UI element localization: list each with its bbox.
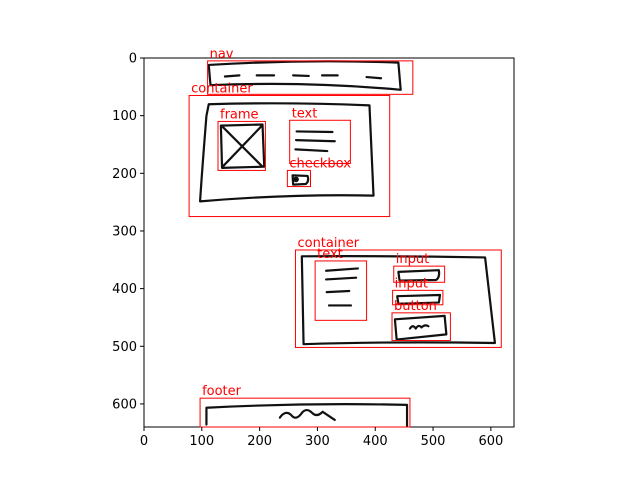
x-tick-label: 100 — [189, 434, 214, 449]
y-tick-label: 500 — [112, 340, 137, 355]
button-annotation-label: button — [394, 299, 437, 314]
text-sketch-lines — [294, 130, 336, 153]
frame-annotation-box — [217, 120, 266, 171]
footer-annotation-box — [199, 397, 411, 428]
container-annotation-label: container — [191, 81, 253, 96]
input-annotation-box — [392, 289, 444, 306]
x-tick-label: 500 — [421, 434, 446, 449]
y-tick-label: 0 — [129, 52, 137, 67]
footer-sketch — [205, 403, 409, 427]
y-tick-label: 400 — [112, 282, 137, 297]
input-annotation-label: input — [396, 252, 429, 267]
y-tick-label: 600 — [112, 397, 137, 412]
container-annotation-box — [188, 94, 391, 218]
wireframe-sketch — [198, 60, 497, 427]
input2-sketch — [396, 293, 442, 305]
text-annotation-label: text — [317, 247, 343, 262]
checkbox-sketch — [291, 174, 310, 186]
container2-sketch — [300, 255, 497, 346]
checkbox-dot — [293, 176, 299, 183]
frame-sketch — [219, 123, 266, 169]
x-tick-label: 400 — [363, 434, 388, 449]
x-tick-label: 0 — [140, 434, 148, 449]
checkbox-annotation-box — [286, 169, 311, 188]
footer-scribble — [278, 408, 336, 422]
container-annotation-label: container — [297, 236, 359, 251]
container-annotation-box — [294, 249, 502, 348]
checkbox-annotation-label: checkbox — [289, 156, 351, 171]
text-annotation-box — [314, 260, 368, 321]
input-annotation-label: input — [395, 276, 428, 291]
nav-annotation-box — [207, 60, 414, 95]
button-annotation-box — [391, 312, 451, 342]
y-tick-label: 300 — [112, 224, 137, 239]
input1-sketch — [397, 269, 441, 282]
text2-sketch-lines — [325, 267, 360, 307]
x-tick-label: 200 — [247, 434, 272, 449]
footer-annotation-label: footer — [202, 384, 242, 399]
y-tick-label: 200 — [112, 167, 137, 182]
nav-annotation-label: nav — [210, 47, 234, 62]
y-tick-label: 100 — [112, 109, 137, 124]
container-sketch — [198, 102, 375, 203]
button-sketch — [393, 314, 448, 341]
x-tick-label: 600 — [478, 434, 503, 449]
input-annotation-box — [393, 265, 446, 283]
frame-annotation-label: frame — [220, 107, 259, 122]
x-tick-label: 300 — [305, 434, 330, 449]
text-annotation-label: text — [292, 106, 318, 121]
text-annotation-box — [289, 119, 351, 165]
button-scribble — [408, 324, 430, 330]
nav-sketch-line — [223, 74, 383, 80]
nav-sketch — [207, 60, 402, 91]
axes-layer: 0 100 200 300 400 500 600 0 100 200 300 400 500 600 — [112, 52, 503, 450]
